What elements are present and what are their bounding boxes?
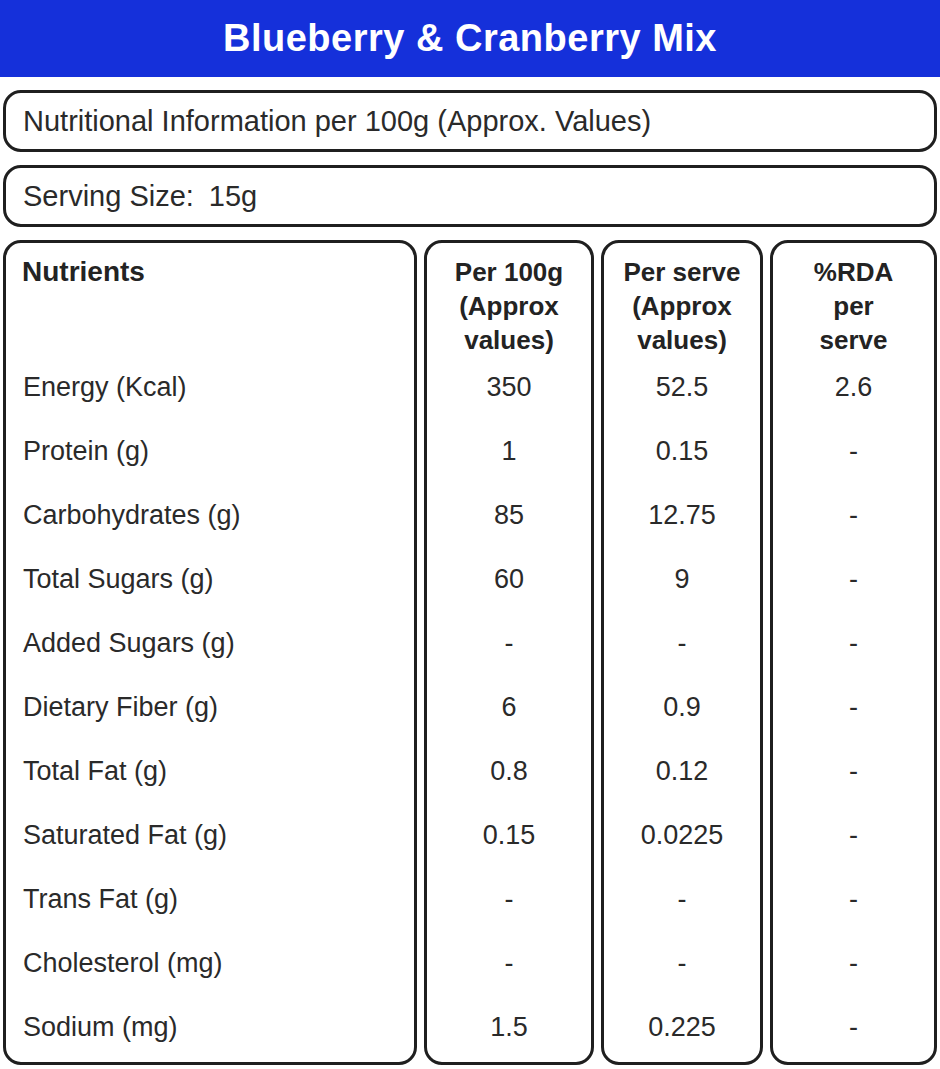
nutrient-label: Saturated Fat (g) — [6, 803, 414, 867]
nutrient-value: 0.15 — [427, 803, 591, 867]
nutrient-value: - — [773, 611, 934, 675]
nutrient-label: Sodium (mg) — [6, 995, 414, 1059]
nutrient-value: - — [773, 995, 934, 1059]
header-line: serve — [773, 323, 934, 357]
nutrient-value: - — [427, 867, 591, 931]
nutrient-label: Total Fat (g) — [6, 739, 414, 803]
nutrient-value: - — [773, 419, 934, 483]
serving-size-label: Serving Size: — [23, 180, 194, 213]
nutrient-label: Total Sugars (g) — [6, 547, 414, 611]
nutrient-value: 0.8 — [427, 739, 591, 803]
nutrition-table: Nutrients Energy (Kcal)Protein (g)Carboh… — [3, 240, 937, 1065]
column-header-rda: %RDA per serve — [773, 243, 934, 355]
header-line: Per 100g — [427, 255, 591, 289]
header-line: values) — [604, 323, 760, 357]
column-header-per-100g: Per 100g (Approx values) — [427, 243, 591, 355]
nutrient-value: - — [604, 867, 760, 931]
nutrient-value: - — [604, 611, 760, 675]
column-per-serve: Per serve (Approx values) 52.50.1512.759… — [601, 240, 763, 1065]
nutrient-value: - — [773, 803, 934, 867]
nutrient-value: 0.9 — [604, 675, 760, 739]
nutrient-value: 52.5 — [604, 355, 760, 419]
column-header-per-serve: Per serve (Approx values) — [604, 243, 760, 355]
nutritional-info-text: Nutritional Information per 100g (Approx… — [23, 105, 651, 138]
nutrient-value: 9 — [604, 547, 760, 611]
nutritional-info-box: Nutritional Information per 100g (Approx… — [3, 90, 937, 152]
header-line: per — [773, 289, 934, 323]
nutrient-label: Trans Fat (g) — [6, 867, 414, 931]
serving-size-value: 15g — [209, 180, 257, 213]
per-serve-rows: 52.50.1512.759-0.90.120.0225--0.225 — [604, 355, 760, 1059]
nutrient-value: - — [773, 547, 934, 611]
header-line: %RDA — [773, 255, 934, 289]
nutrient-value: - — [773, 867, 934, 931]
nutrient-label: Carbohydrates (g) — [6, 483, 414, 547]
column-rda-per-serve: %RDA per serve 2.6---------- — [770, 240, 937, 1065]
nutrient-value: 350 — [427, 355, 591, 419]
nutrient-label: Protein (g) — [6, 419, 414, 483]
nutrient-value: 0.0225 — [604, 803, 760, 867]
nutrient-value: - — [427, 611, 591, 675]
nutrient-value: - — [604, 931, 760, 995]
nutrient-value: 0.225 — [604, 995, 760, 1059]
nutrient-value: - — [773, 931, 934, 995]
nutrition-label: Blueberry & Cranberry Mix Nutritional In… — [0, 0, 940, 1069]
nutrient-value: 6 — [427, 675, 591, 739]
nutrient-value: - — [773, 675, 934, 739]
nutrient-label: Cholesterol (mg) — [6, 931, 414, 995]
nutrient-value: 12.75 — [604, 483, 760, 547]
nutrient-value: 0.12 — [604, 739, 760, 803]
column-nutrients: Nutrients Energy (Kcal)Protein (g)Carboh… — [3, 240, 417, 1065]
title-bar: Blueberry & Cranberry Mix — [0, 0, 940, 77]
nutrient-value: - — [427, 931, 591, 995]
header-line: (Approx — [427, 289, 591, 323]
column-per-100g: Per 100g (Approx values) 35018560-60.80.… — [424, 240, 594, 1065]
header-line: values) — [427, 323, 591, 357]
nutrient-value: 1 — [427, 419, 591, 483]
serving-size-box: Serving Size: 15g — [3, 165, 937, 227]
rda-rows: 2.6---------- — [773, 355, 934, 1059]
nutrient-rows: Energy (Kcal)Protein (g)Carbohydrates (g… — [6, 355, 414, 1059]
nutrient-label: Energy (Kcal) — [6, 355, 414, 419]
nutrient-value: 0.15 — [604, 419, 760, 483]
nutrient-value: - — [773, 483, 934, 547]
nutrient-value: 2.6 — [773, 355, 934, 419]
product-title: Blueberry & Cranberry Mix — [223, 17, 717, 60]
nutrient-value: 85 — [427, 483, 591, 547]
column-header-nutrients: Nutrients — [6, 243, 414, 355]
per-100g-rows: 35018560-60.80.15--1.5 — [427, 355, 591, 1059]
nutrient-label: Added Sugars (g) — [6, 611, 414, 675]
nutrient-value: 60 — [427, 547, 591, 611]
nutrient-value: 1.5 — [427, 995, 591, 1059]
header-line: (Approx — [604, 289, 760, 323]
nutrient-value: - — [773, 739, 934, 803]
header-line: Per serve — [604, 255, 760, 289]
nutrient-label: Dietary Fiber (g) — [6, 675, 414, 739]
